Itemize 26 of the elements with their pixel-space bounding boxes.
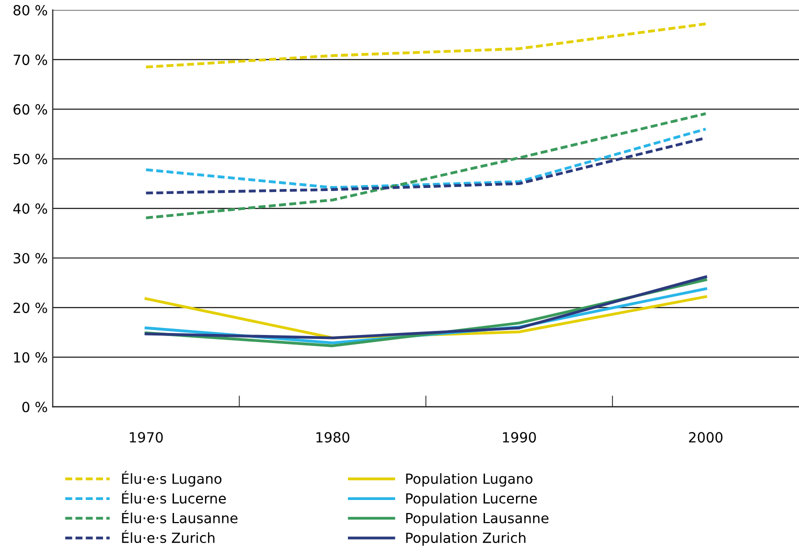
- y-tick-label: 80 %: [14, 4, 48, 16]
- legend-label: Population Lucerne: [406, 492, 537, 506]
- legend-label: Élu·e·s Lucerne: [122, 490, 226, 504]
- x-tick-label: 2000: [689, 432, 722, 443]
- line-series: [144, 136, 708, 194]
- legend-label: Population Lugano: [406, 473, 532, 487]
- y-tick-label: 50 %: [14, 154, 48, 164]
- y-tick-label: 0 %: [22, 402, 48, 412]
- y-tick-label: 60 %: [14, 104, 48, 115]
- line-series: [144, 128, 708, 189]
- legend-label: Population Lausanne: [406, 512, 548, 526]
- legend-label: Élu·e·s Lugano: [122, 470, 222, 487]
- line-series: [144, 112, 708, 220]
- y-tick-label: 10 %: [14, 352, 48, 363]
- y-tick-label: 40 %: [13, 203, 48, 214]
- x-tick-label: 1980: [316, 432, 350, 443]
- legend-label: Élu·e·s Lausanne: [122, 510, 238, 524]
- line-series: [144, 22, 708, 68]
- x-tick-label: 1990: [503, 432, 536, 443]
- legend-label: Population Zurich: [406, 532, 526, 546]
- line-series: [144, 275, 708, 340]
- y-tick-label: 30 %: [14, 252, 48, 264]
- y-tick-label: 70 %: [14, 54, 48, 66]
- x-tick-label: 1970: [130, 432, 163, 443]
- legend-label: Élu·e·s Zurich: [122, 530, 214, 544]
- y-tick-label: 20 %: [14, 302, 48, 314]
